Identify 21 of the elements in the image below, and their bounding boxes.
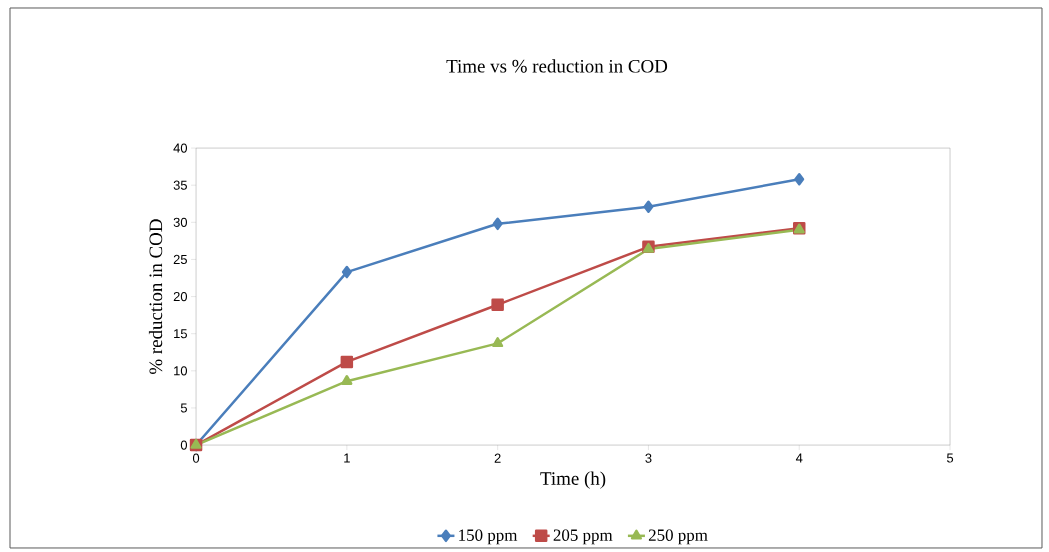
y-tick-label: 15 [174,329,187,339]
x-tick-label: 2 [494,453,501,463]
y-tick-label: 20 [173,291,188,302]
x-tick-label: 5 [946,453,954,463]
x-axis-title: Time (h) [540,471,606,489]
y-tick-label: 10 [174,366,188,376]
legend-label: 205 ppm [553,529,613,545]
y-tick-label: 40 [173,143,188,153]
legend-label: 250 ppm [648,529,708,545]
y-tick-label: 35 [173,180,187,190]
legend-label: 150 ppm [459,529,518,545]
x-tick-label: 4 [795,453,803,463]
y-axis-title: % reduction in COD [148,219,163,374]
y-tick-label: 5 [180,403,187,413]
chart-title: Time vs % reduction in COD [446,59,668,73]
y-tick-label: 0 [180,440,188,450]
x-tick-label: 3 [645,453,652,463]
y-tick-label: 25 [173,254,187,265]
y-tick-label: 30 [173,217,188,227]
x-tick-label: 1 [344,453,350,463]
x-tick-label: 0 [192,453,200,463]
